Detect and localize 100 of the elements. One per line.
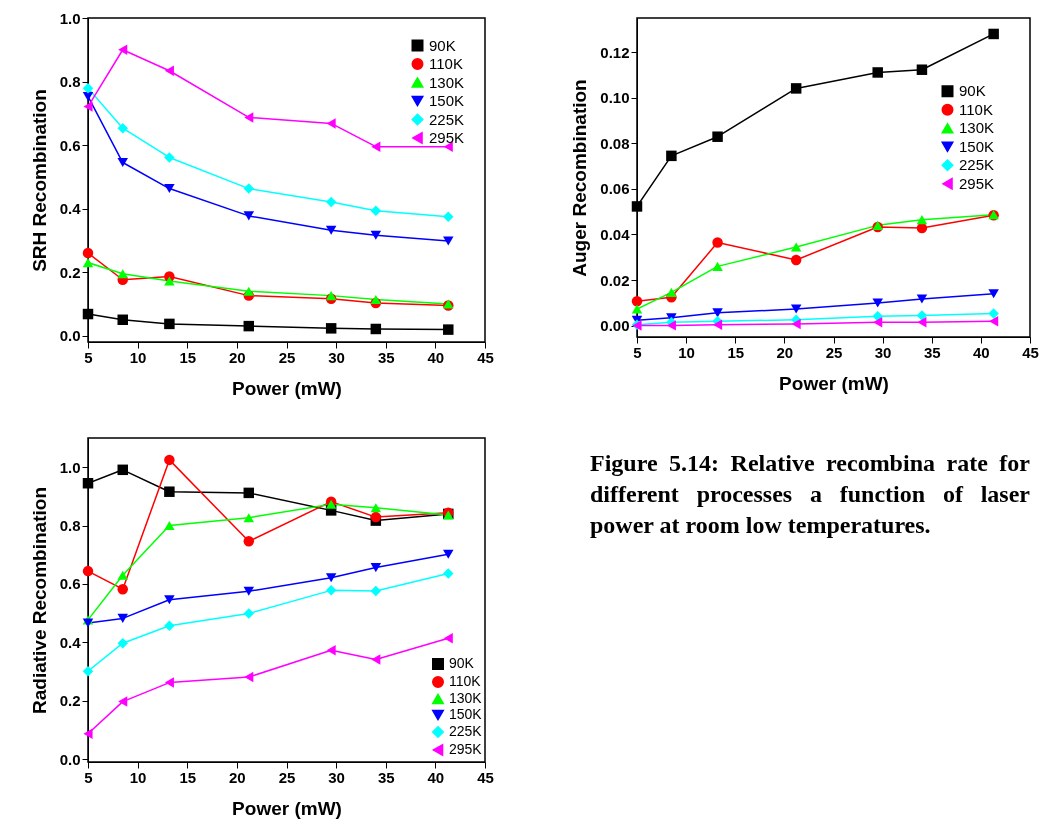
point [666, 150, 677, 162]
point [243, 487, 255, 499]
point [370, 563, 382, 573]
y-tick-label: 0.10 [600, 89, 630, 107]
point [243, 211, 255, 221]
caption: Figure 5.14: Relative recombina rate for different processes a function of laser power at room low temperatures. [590, 449, 1030, 541]
point [872, 67, 883, 78]
point [371, 654, 381, 665]
legend-label: 130K [429, 73, 465, 91]
point [164, 677, 174, 688]
point [82, 247, 94, 259]
point [371, 141, 381, 152]
y-tick-label: 0.0 [59, 327, 81, 345]
y-tick-label: 0.6 [59, 136, 81, 154]
legend-label: 295K [959, 174, 995, 192]
point [325, 196, 337, 208]
point [244, 671, 254, 683]
point [791, 318, 801, 330]
point [325, 225, 337, 235]
legend-label: 90K [959, 82, 986, 100]
x-tick-label: 10 [678, 343, 695, 361]
x-tick-label: 40 [973, 343, 990, 361]
x-tick-label: 10 [129, 768, 147, 786]
legend-label: 110K [959, 100, 993, 118]
point [83, 728, 93, 739]
point [82, 258, 94, 268]
y-tick-label: 0.2 [59, 692, 81, 710]
point [989, 316, 999, 327]
point [243, 320, 255, 332]
point [631, 295, 643, 307]
point [164, 486, 175, 497]
x-tick-label: 45 [1022, 343, 1039, 361]
point [117, 570, 128, 580]
point [873, 316, 883, 328]
point [712, 131, 723, 142]
point [325, 291, 337, 301]
x-tick-label: 25 [278, 768, 296, 786]
point [164, 595, 175, 605]
y-tick-label: 0.2 [59, 263, 81, 281]
x-tick-label: 30 [874, 343, 892, 361]
point [117, 613, 128, 623]
point [83, 101, 93, 112]
point [164, 454, 175, 466]
point [243, 536, 255, 547]
x-tick-label: 20 [776, 343, 794, 361]
x-tick-label: 30 [328, 768, 345, 786]
x-tick-label: 35 [923, 343, 941, 361]
legend-label: 110K [429, 55, 463, 72]
y-tick-label: 0.00 [600, 317, 630, 335]
point [443, 211, 454, 223]
point [443, 236, 454, 246]
x-tick-label: 35 [377, 768, 395, 786]
legend-label: 295K [429, 129, 465, 146]
point [164, 521, 175, 531]
point [244, 112, 254, 123]
legend-label: 150K [429, 92, 465, 109]
point [243, 608, 255, 619]
point [117, 637, 128, 649]
legend-label: 150K [959, 137, 995, 155]
point [712, 261, 723, 271]
point [631, 304, 643, 314]
point [82, 91, 94, 101]
legend-label: 225K [449, 723, 483, 739]
point [326, 644, 336, 656]
point [164, 65, 174, 76]
point [916, 64, 928, 75]
point [117, 464, 128, 476]
point [370, 230, 382, 240]
point [325, 585, 337, 596]
legend-label: 110K [449, 673, 482, 689]
x-axis-title: Power (mW) [232, 377, 342, 399]
point [82, 478, 94, 489]
point [790, 254, 802, 266]
point [164, 276, 175, 286]
point [118, 696, 128, 707]
point [790, 83, 802, 94]
x-tick-label: 40 [427, 768, 445, 786]
point [916, 215, 928, 225]
point [790, 242, 802, 252]
y-tick-label: 0.12 [600, 43, 630, 61]
point [370, 205, 382, 217]
point [82, 82, 94, 94]
point [370, 323, 382, 335]
point [443, 549, 454, 559]
legend-label: 150K [449, 706, 483, 722]
point [916, 294, 928, 304]
point [325, 573, 337, 583]
point [117, 122, 128, 134]
point [712, 308, 723, 318]
x-tick-label: 5 [84, 348, 93, 366]
x-tick-label: 20 [229, 348, 246, 366]
point [666, 320, 676, 331]
point [325, 323, 337, 334]
legend-label: 225K [959, 156, 995, 174]
point [164, 620, 175, 631]
y-tick-label: 1.0 [59, 458, 81, 476]
x-tick-label: 45 [477, 768, 494, 786]
legend-label: 130K [449, 690, 483, 706]
x-tick-label: 15 [727, 343, 745, 361]
point [370, 294, 382, 304]
